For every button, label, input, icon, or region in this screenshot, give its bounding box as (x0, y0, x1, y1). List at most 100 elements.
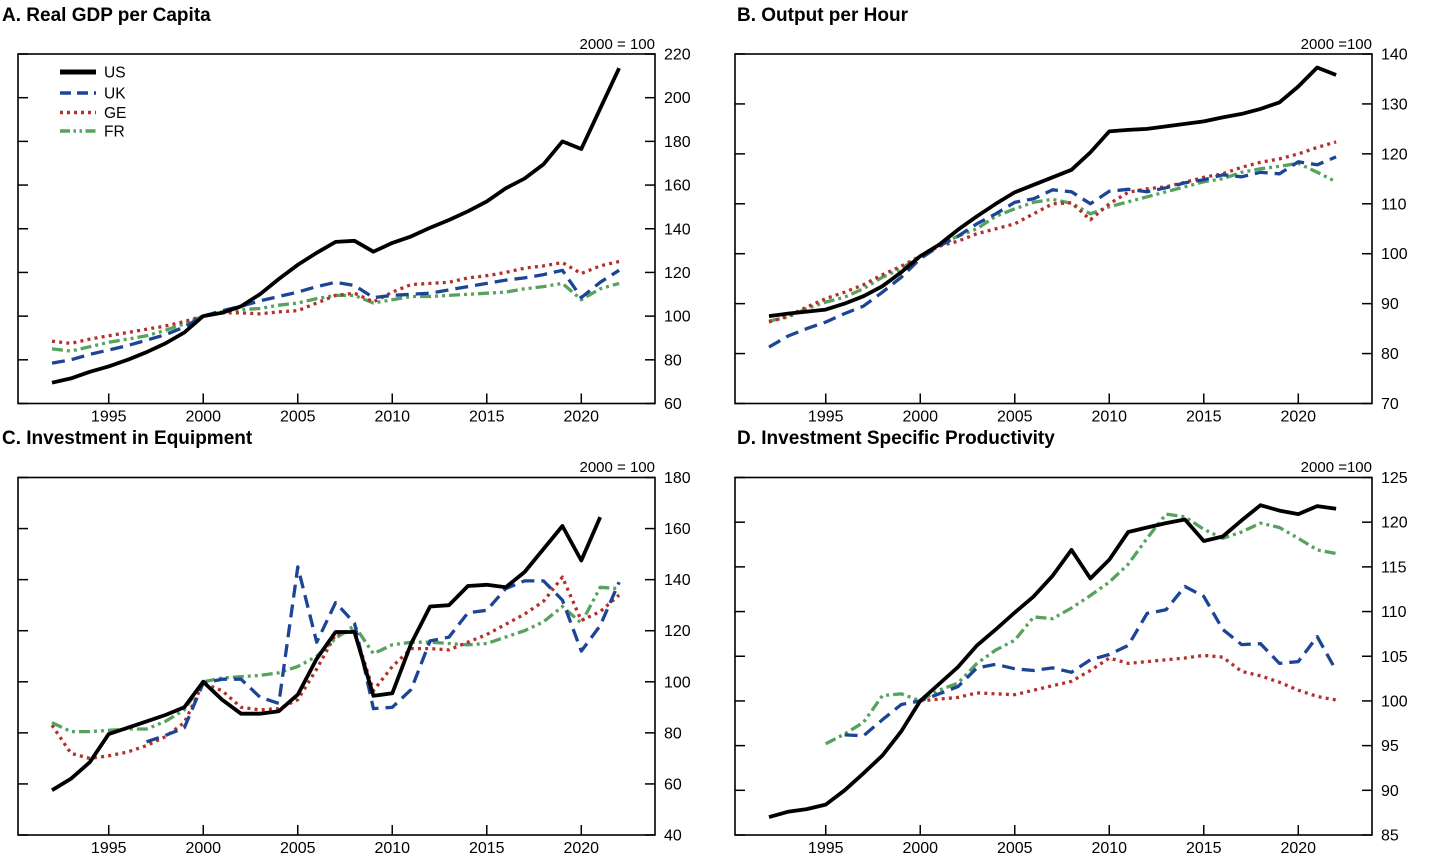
legend: US UK GE FR (60, 65, 126, 141)
y-tick-label: 100 (664, 309, 691, 326)
y-tick-label: 100 (664, 674, 691, 691)
x-tick-label: 2000 (902, 840, 938, 856)
y-tick-label: 40 (664, 828, 682, 845)
panel-b-title: B. Output per Hour (737, 5, 908, 26)
series-line-uk (844, 584, 1338, 738)
y-tick-label: 140 (664, 221, 691, 238)
panel-d-title: D. Investment Specific Productivity (737, 428, 1055, 449)
x-tick-label: 2010 (374, 409, 410, 426)
panel-a-title: A. Real GDP per Capita (2, 5, 211, 26)
series-line-uk (768, 155, 1337, 349)
y-tick-label: 200 (664, 90, 691, 107)
y-tick-label: 125 (1381, 470, 1408, 487)
x-tick-label: 2015 (469, 840, 505, 856)
series-line-uk (145, 565, 621, 744)
panel-d-index-note: 2000 =100 (1300, 459, 1372, 476)
y-tick-label: 70 (1381, 396, 1399, 413)
x-tick-label: 1995 (808, 840, 844, 856)
y-tick-label: 80 (1381, 346, 1399, 363)
x-tick-label: 2020 (1280, 840, 1316, 856)
x-tick-label: 2020 (1280, 409, 1316, 426)
y-tick-label: 130 (1381, 96, 1408, 113)
series-line-fr (51, 585, 620, 734)
series-line-ge (920, 653, 1337, 703)
x-tick-label: 2000 (902, 409, 938, 426)
x-tick-label: 2000 (185, 409, 221, 426)
x-tick-label: 2005 (997, 409, 1033, 426)
y-tick-label: 180 (664, 470, 691, 487)
series-line-us (51, 67, 621, 385)
x-tick-label: 1995 (91, 840, 127, 856)
y-tick-label: 140 (664, 572, 691, 589)
y-tick-label: 220 (664, 47, 691, 64)
x-tick-label: 2010 (1091, 840, 1127, 856)
y-tick-label: 80 (664, 352, 682, 369)
series-line-fr (51, 281, 620, 353)
panel-d-chart: 85 90 95 100 105 110 115 120 125 1995 2000 2005 2010… (734, 470, 1408, 856)
legend-label-ge: GE (104, 105, 126, 122)
panel-a-axes: 60 80 100 120 140 160 180 200 220 1995 2000 2005 201… (17, 47, 691, 426)
series-line-ge (51, 259, 620, 346)
y-tick-label: 95 (1381, 738, 1399, 755)
series-line-ge (768, 140, 1337, 324)
y-tick-label: 115 (1381, 559, 1407, 576)
legend-item-fr: FR (60, 124, 125, 141)
y-tick-label: 100 (1381, 246, 1408, 263)
y-tick-label: 120 (1381, 146, 1408, 163)
series-line-us (768, 65, 1337, 318)
legend-item-ge: GE (60, 105, 126, 122)
series-line-us (51, 516, 602, 792)
series-line-us (768, 503, 1337, 819)
panel-c-chart: 40 60 80 100 120 140 160 180 1995 2000 2005 2010 201… (17, 470, 691, 856)
x-tick-label: 2015 (469, 409, 505, 426)
y-tick-label: 80 (664, 725, 682, 742)
x-tick-label: 2005 (997, 840, 1033, 856)
series-line-fr (768, 161, 1337, 323)
y-tick-label: 120 (664, 265, 691, 282)
y-tick-label: 160 (664, 178, 691, 195)
y-tick-label: 120 (664, 623, 691, 640)
panel-b-index-note: 2000 =100 (1300, 36, 1372, 53)
legend-item-uk: UK (60, 86, 126, 103)
y-tick-label: 60 (664, 396, 682, 413)
y-tick-label: 100 (1381, 693, 1408, 710)
legend-label-fr: FR (104, 124, 125, 141)
x-tick-label: 2020 (563, 840, 599, 856)
x-tick-label: 2005 (280, 409, 316, 426)
y-tick-label: 105 (1381, 649, 1408, 666)
series-line-fr (824, 512, 1337, 746)
y-tick-label: 90 (1381, 783, 1399, 800)
legend-label-us: US (104, 65, 126, 82)
panel-c-title: C. Investment in Equipment (2, 428, 253, 449)
x-tick-label: 2005 (280, 840, 316, 856)
panel-d-axes: 85 90 95 100 105 110 115 120 125 1995 2000 2005 2010… (734, 470, 1408, 856)
x-tick-label: 2020 (563, 409, 599, 426)
y-tick-label: 140 (1381, 47, 1408, 64)
x-tick-label: 2015 (1186, 409, 1222, 426)
y-tick-label: 110 (1381, 196, 1407, 213)
x-tick-label: 2015 (1186, 840, 1222, 856)
x-tick-label: 1995 (808, 409, 844, 426)
x-tick-label: 2010 (374, 840, 410, 856)
y-tick-label: 110 (1381, 604, 1407, 621)
y-tick-label: 120 (1381, 515, 1408, 532)
legend-item-us: US (60, 65, 126, 82)
panel-b-chart: 70 80 90 100 110 120 130 140 1995 2000 2005 2010 201… (734, 47, 1408, 426)
series-line-uk (51, 268, 620, 365)
y-tick-label: 180 (664, 134, 691, 151)
panel-c-axes: 40 60 80 100 120 140 160 180 1995 2000 2005 2010 201… (17, 470, 691, 856)
legend-label-uk: UK (104, 86, 126, 103)
y-tick-label: 85 (1381, 828, 1399, 845)
panel-a-index-note: 2000 = 100 (579, 36, 656, 53)
y-tick-label: 60 (664, 776, 682, 793)
y-tick-label: 160 (664, 521, 691, 538)
panel-b-axes: 70 80 90 100 110 120 130 140 1995 2000 2005 2010 201… (734, 47, 1408, 426)
x-tick-label: 1995 (91, 409, 127, 426)
panel-a-chart: 60 80 100 120 140 160 180 200 220 1995 2000 2005 201… (17, 47, 691, 426)
y-tick-label: 90 (1381, 296, 1399, 313)
x-tick-label: 2000 (185, 840, 221, 856)
panel-c-index-note: 2000 = 100 (579, 459, 656, 476)
x-tick-label: 2010 (1091, 409, 1127, 426)
